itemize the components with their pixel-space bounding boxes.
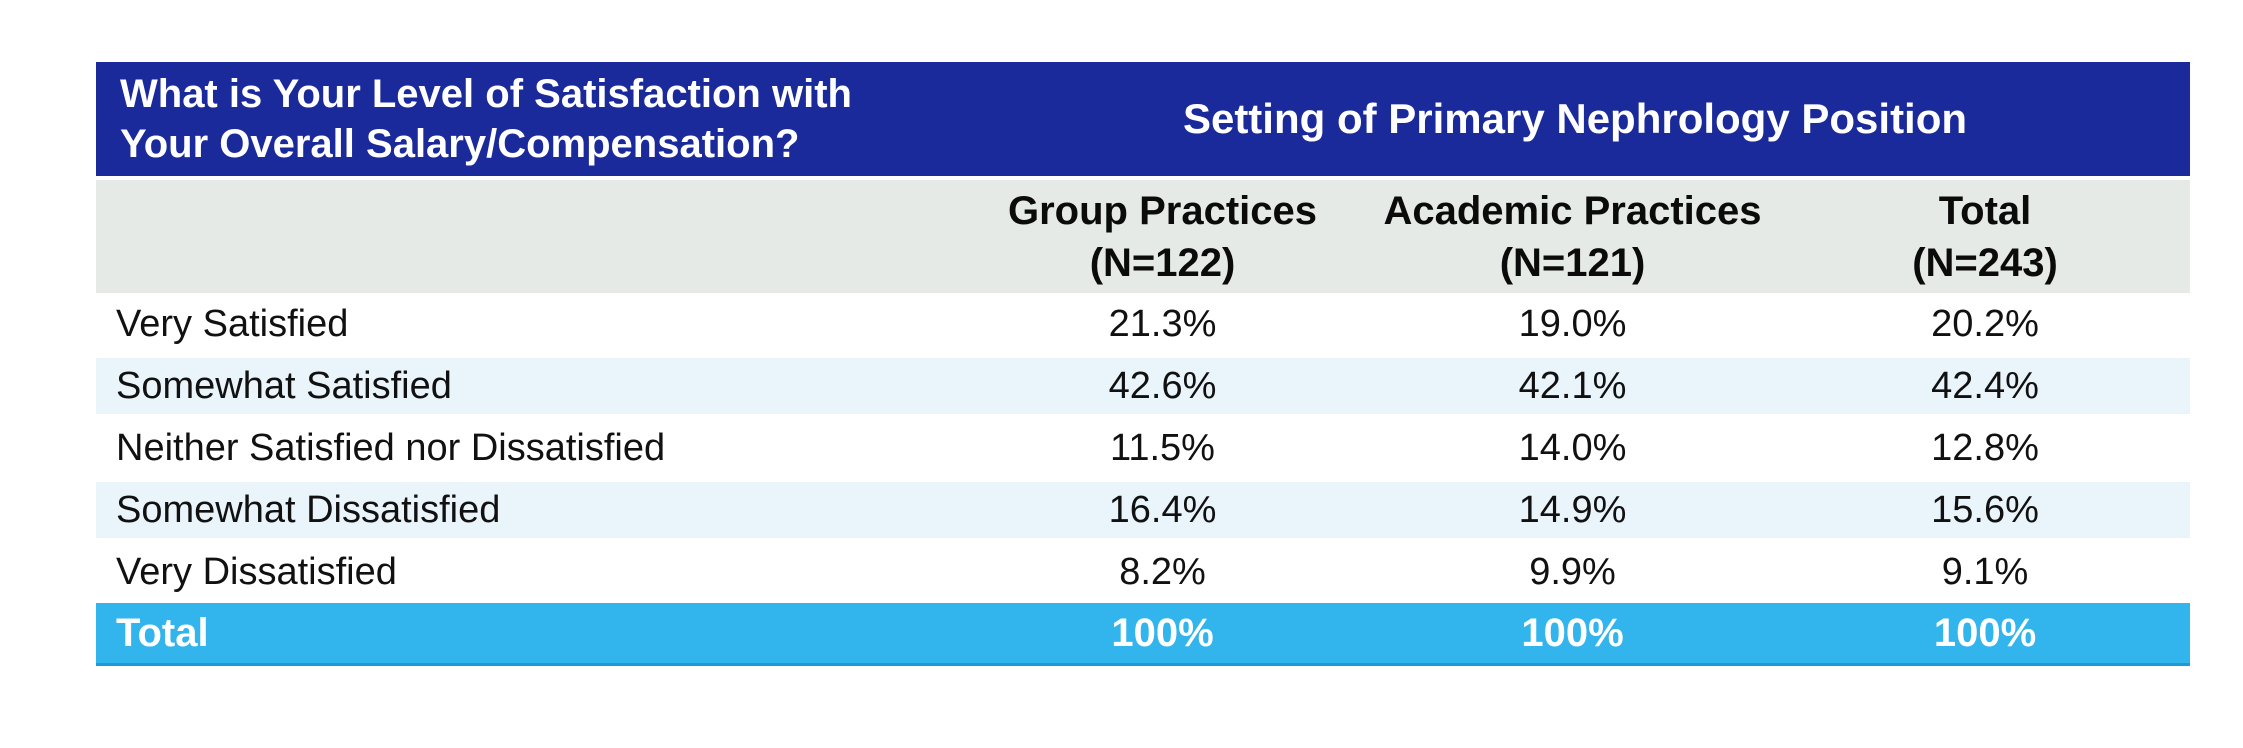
empty-corner-cell (96, 180, 960, 293)
row-value: 11.5% (1110, 426, 1215, 469)
row-value: 12.8% (1931, 426, 2039, 469)
table-row-neither: Neither Satisfied nor Dissatisfied 11.5%… (96, 417, 2190, 479)
row-label: Very Dissatisfied (116, 550, 397, 593)
row-value: 16.4% (1108, 488, 1217, 531)
header-divider (96, 176, 2190, 180)
setting-header-text: Setting of Primary Nephrology Position (1182, 95, 1968, 142)
row-value: 42.4% (1931, 364, 2039, 407)
total-row-label: Total (116, 610, 209, 655)
table-row-somewhat-dissatisfied: Somewhat Dissatisfied 16.4% 14.9% 15.6% (96, 479, 2190, 541)
row-value: 8.2% (1119, 550, 1206, 593)
row-value: 42.6% (1108, 364, 1217, 407)
row-value: 14.9% (1518, 488, 1627, 531)
total-row-value: 100% (1933, 610, 2037, 655)
row-value: 9.1% (1941, 550, 2029, 593)
row-label: Somewhat Satisfied (116, 364, 452, 407)
satisfaction-table: What is Your Level of Satisfaction with … (96, 62, 2190, 666)
column-name: Academic Practices (1383, 188, 1762, 233)
row-label: Neither Satisfied nor Dissatisfied (116, 426, 666, 469)
row-value: 19.0% (1518, 302, 1627, 345)
row-value: 14.0% (1518, 426, 1627, 469)
column-n: (N=121) (1499, 240, 1646, 285)
table-row-very-dissatisfied: Very Dissatisfied 8.2% 9.9% 9.1% (96, 541, 2190, 603)
column-name: Total (1938, 188, 2032, 233)
column-n: (N=243) (1912, 240, 2058, 285)
column-header-row: Group Practices (N=122) Academic Practic… (96, 180, 2190, 293)
row-value: 20.2% (1931, 302, 2039, 345)
row-label: Very Satisfied (116, 302, 349, 345)
table-header-row: What is Your Level of Satisfaction with … (96, 62, 2190, 176)
setting-header-cell: Setting of Primary Nephrology Position (960, 62, 2190, 176)
table-row-very-satisfied: Very Satisfied 21.3% 19.0% 20.2% (96, 293, 2190, 355)
total-row-value: 100% (1521, 610, 1624, 655)
total-row-value: 100% (1111, 610, 1214, 655)
column-n: (N=122) (1089, 240, 1236, 285)
column-header-academic-practices: Academic Practices (N=121) (1365, 180, 1780, 293)
table-row-somewhat-satisfied: Somewhat Satisfied 42.6% 42.1% 42.4% (96, 355, 2190, 417)
question-header-cell: What is Your Level of Satisfaction with … (96, 62, 960, 176)
row-value: 21.3% (1108, 302, 1217, 345)
column-name: Group Practices (1007, 188, 1317, 233)
row-value: 9.9% (1529, 550, 1616, 593)
column-header-group-practices: Group Practices (N=122) (960, 180, 1365, 293)
question-text: What is Your Level of Satisfaction with … (120, 72, 852, 166)
row-value: 42.1% (1518, 364, 1627, 407)
column-header-total: Total (N=243) (1780, 180, 2190, 293)
row-label: Somewhat Dissatisfied (116, 488, 501, 531)
row-value: 15.6% (1931, 488, 2039, 531)
total-row: Total 100% 100% 100% (96, 603, 2190, 666)
